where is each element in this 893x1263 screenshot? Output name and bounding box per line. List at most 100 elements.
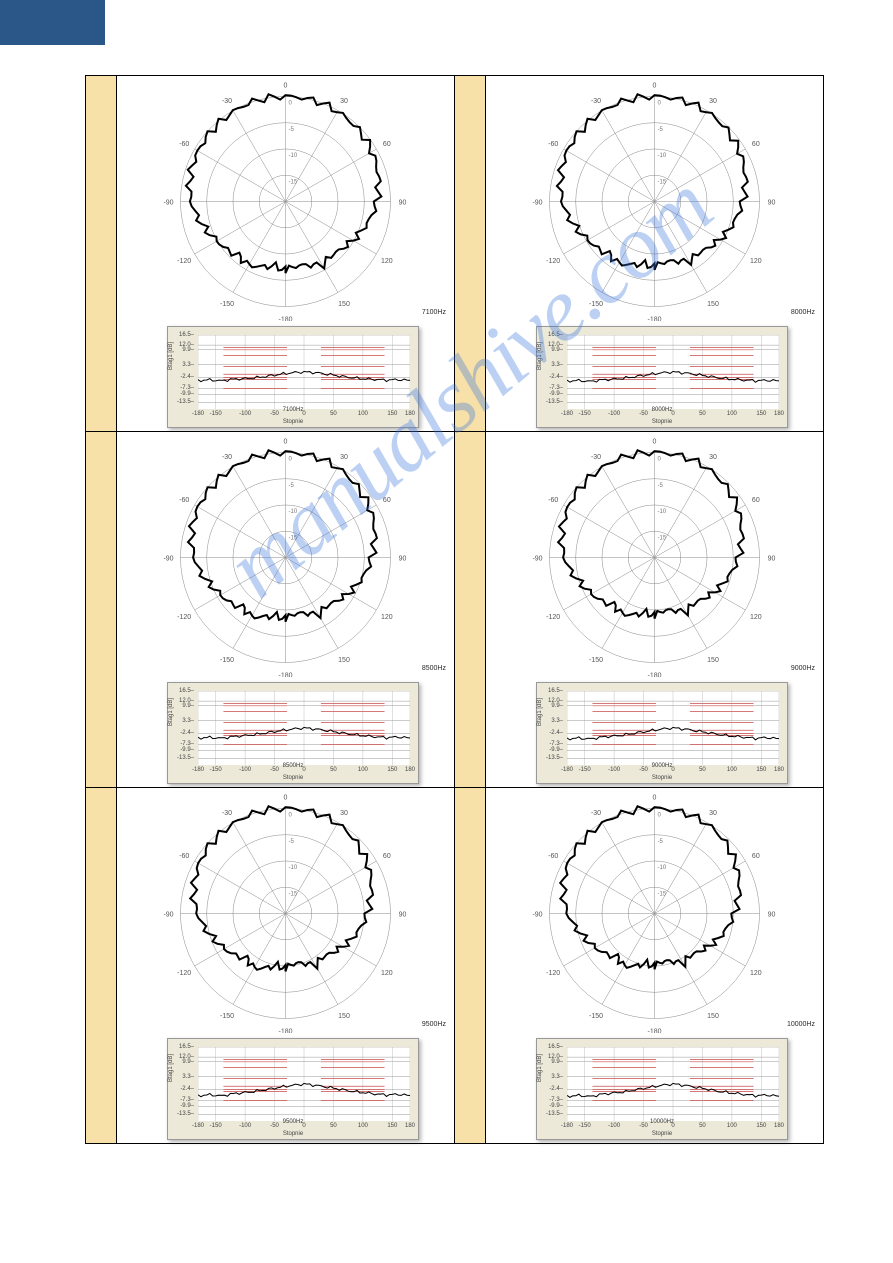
- cart-xlabel: Stopnie: [283, 1131, 303, 1137]
- svg-text:0: 0: [284, 795, 288, 802]
- chart-cell-5: 0-5-10-15-180-150-120-90-60-300306090120…: [486, 788, 824, 1144]
- header-band: [0, 0, 105, 45]
- svg-text:0: 0: [658, 813, 662, 819]
- chart-grid: 0-5-10-15-180-150-120-90-60-300306090120…: [85, 75, 824, 1144]
- svg-text:60: 60: [383, 141, 391, 148]
- svg-text:150: 150: [707, 1013, 719, 1020]
- svg-text:-90: -90: [163, 556, 173, 563]
- svg-text:30: 30: [340, 98, 348, 105]
- svg-text:-180: -180: [278, 1029, 292, 1034]
- grid-side-cell: [455, 432, 486, 788]
- svg-text:-60: -60: [548, 497, 558, 504]
- svg-text:90: 90: [768, 556, 776, 563]
- svg-text:120: 120: [750, 970, 762, 977]
- polar-freq-label: 9500Hz: [422, 1021, 446, 1028]
- svg-text:-60: -60: [179, 497, 189, 504]
- svg-text:-60: -60: [548, 853, 558, 860]
- chart-cell-2: 0-5-10-15-180-150-120-90-60-300306090120…: [117, 432, 455, 788]
- svg-text:-150: -150: [589, 657, 603, 664]
- svg-text:0: 0: [289, 101, 293, 107]
- svg-text:150: 150: [707, 301, 719, 308]
- svg-text:150: 150: [338, 301, 350, 308]
- svg-text:90: 90: [399, 200, 407, 207]
- svg-text:30: 30: [709, 810, 717, 817]
- svg-text:-90: -90: [532, 556, 542, 563]
- svg-text:-5: -5: [658, 839, 664, 845]
- svg-text:0: 0: [284, 83, 288, 90]
- grid-side-cell: [86, 788, 117, 1144]
- svg-text:30: 30: [340, 810, 348, 817]
- cart-ylabel: Btag1 [dB]: [537, 698, 543, 726]
- cart-freq-label: 10000Hz: [650, 1119, 674, 1125]
- svg-text:0: 0: [653, 83, 657, 90]
- cart-xlabel: Stopnie: [283, 419, 303, 425]
- svg-text:-180: -180: [647, 317, 661, 322]
- svg-text:60: 60: [383, 497, 391, 504]
- svg-text:-90: -90: [163, 912, 173, 919]
- cart-freq-label: 9500Hz: [283, 1119, 304, 1125]
- svg-text:-150: -150: [589, 301, 603, 308]
- svg-text:-150: -150: [220, 657, 234, 664]
- svg-text:90: 90: [768, 200, 776, 207]
- svg-text:30: 30: [340, 454, 348, 461]
- svg-text:120: 120: [381, 614, 393, 621]
- svg-text:-150: -150: [589, 1013, 603, 1020]
- svg-text:60: 60: [752, 853, 760, 860]
- svg-text:60: 60: [752, 141, 760, 148]
- svg-text:-10: -10: [658, 865, 667, 871]
- svg-text:90: 90: [399, 556, 407, 563]
- svg-text:-120: -120: [177, 258, 191, 265]
- svg-text:-60: -60: [179, 141, 189, 148]
- svg-text:120: 120: [381, 970, 393, 977]
- svg-text:-5: -5: [658, 127, 664, 133]
- svg-text:-10: -10: [658, 509, 667, 515]
- svg-text:-5: -5: [289, 839, 295, 845]
- svg-text:-180: -180: [278, 673, 292, 678]
- svg-text:0: 0: [289, 457, 293, 463]
- cart-freq-label: 8500Hz: [283, 763, 304, 769]
- cart-freq-label: 8000Hz: [652, 407, 673, 413]
- cart-xlabel: Stopnie: [652, 419, 672, 425]
- cart-ylabel: Btag1 [dB]: [168, 342, 174, 370]
- svg-text:90: 90: [399, 912, 407, 919]
- svg-text:-30: -30: [591, 98, 601, 105]
- svg-text:-10: -10: [289, 865, 298, 871]
- svg-text:30: 30: [709, 98, 717, 105]
- svg-text:-120: -120: [177, 614, 191, 621]
- svg-text:-180: -180: [278, 317, 292, 322]
- svg-text:0: 0: [653, 439, 657, 446]
- svg-text:-30: -30: [222, 454, 232, 461]
- svg-text:-5: -5: [289, 127, 295, 133]
- svg-text:-5: -5: [658, 483, 664, 489]
- svg-text:120: 120: [381, 258, 393, 265]
- svg-text:0: 0: [658, 457, 662, 463]
- svg-text:-60: -60: [179, 853, 189, 860]
- svg-text:-30: -30: [222, 98, 232, 105]
- svg-text:-150: -150: [220, 301, 234, 308]
- svg-text:-90: -90: [532, 912, 542, 919]
- polar-freq-label: 8000Hz: [791, 309, 815, 316]
- chart-cell-4: 0-5-10-15-180-150-120-90-60-300306090120…: [117, 788, 455, 1144]
- grid-side-cell: [455, 788, 486, 1144]
- svg-text:-150: -150: [220, 1013, 234, 1020]
- polar-freq-label: 9000Hz: [791, 665, 815, 672]
- svg-text:60: 60: [383, 853, 391, 860]
- svg-text:-30: -30: [222, 810, 232, 817]
- cart-ylabel: Btag1 [dB]: [537, 1054, 543, 1082]
- cart-ylabel: Btag1 [dB]: [537, 342, 543, 370]
- svg-text:-120: -120: [546, 614, 560, 621]
- svg-text:-120: -120: [546, 258, 560, 265]
- svg-text:-10: -10: [289, 509, 298, 515]
- svg-text:-180: -180: [647, 1029, 661, 1034]
- polar-freq-label: 8500Hz: [422, 665, 446, 672]
- svg-text:0: 0: [653, 795, 657, 802]
- chart-cell-1: 0-5-10-15-180-150-120-90-60-300306090120…: [486, 76, 824, 432]
- svg-text:0: 0: [289, 813, 293, 819]
- cart-xlabel: Stopnie: [283, 775, 303, 781]
- svg-text:-90: -90: [532, 200, 542, 207]
- svg-text:0: 0: [658, 101, 662, 107]
- cart-xlabel: Stopnie: [652, 775, 672, 781]
- svg-text:-30: -30: [591, 810, 601, 817]
- svg-text:120: 120: [750, 258, 762, 265]
- svg-text:-60: -60: [548, 141, 558, 148]
